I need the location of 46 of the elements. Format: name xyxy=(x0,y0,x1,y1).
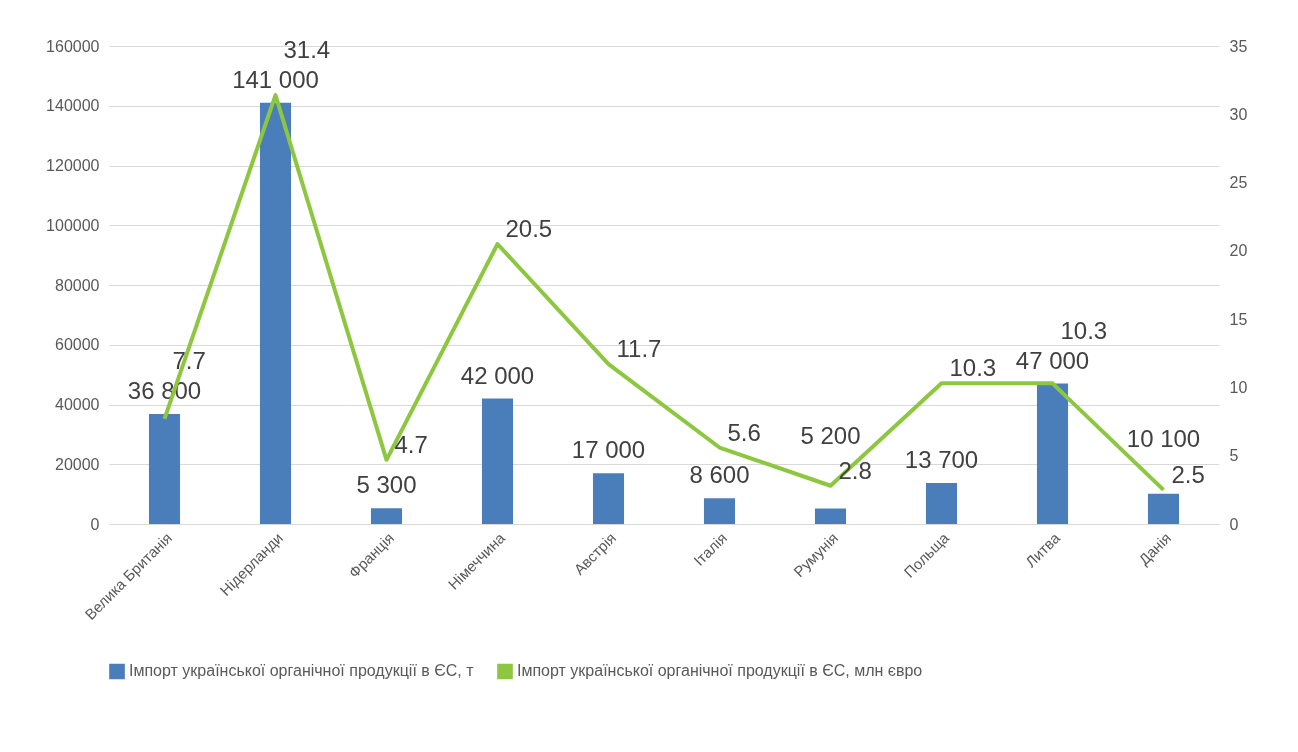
y-tick-label: 80000 xyxy=(55,276,100,294)
bar xyxy=(814,508,847,524)
y2-tick-label: 15 xyxy=(1229,310,1248,328)
y-tick-label: 140000 xyxy=(46,97,100,115)
data-label: 17 000 xyxy=(571,436,646,464)
y-tick-label: 20000 xyxy=(55,455,100,473)
y-tick-label: 100000 xyxy=(46,216,100,234)
y2-tick-label: 0 xyxy=(1229,515,1239,533)
y-tick-label: 40000 xyxy=(55,396,100,413)
y2-tick-label: 5 xyxy=(1229,447,1239,465)
y-tick-label: 160000 xyxy=(46,37,100,55)
data-label: 8 600 xyxy=(689,461,750,489)
y2-tick-label: 35 xyxy=(1229,37,1248,55)
y-tick-label: 60000 xyxy=(55,336,100,354)
bar xyxy=(370,508,403,524)
bar xyxy=(259,102,292,524)
data-label: 10 100 xyxy=(1126,424,1201,452)
bar xyxy=(925,483,958,524)
bar xyxy=(481,398,514,524)
data-label: 31.4 xyxy=(283,35,331,63)
data-label: 47 000 xyxy=(1015,346,1090,374)
legend-label: Імпорт української органічної продукції в ЄС, млн євро xyxy=(517,662,923,680)
y2-tick-label: 25 xyxy=(1229,174,1248,192)
data-label: 5.6 xyxy=(727,418,761,446)
data-label: 11.7 xyxy=(616,335,662,363)
bar xyxy=(703,498,736,524)
y2-tick-label: 30 xyxy=(1229,105,1248,123)
y-tick-label: 120000 xyxy=(46,157,100,174)
data-label: 42 000 xyxy=(460,361,535,389)
data-label: 2.5 xyxy=(1171,460,1205,488)
bar xyxy=(148,414,181,524)
bar xyxy=(592,473,625,524)
y-tick-label: 0 xyxy=(90,515,100,533)
bar xyxy=(1147,493,1180,524)
data-label: 5 300 xyxy=(356,471,417,499)
data-label: 20.5 xyxy=(505,215,553,243)
legend-label: Імпорт української органічної продукції в ЄС, т xyxy=(129,662,475,680)
y2-tick-label: 10 xyxy=(1229,378,1248,396)
data-label: 10.3 xyxy=(1060,316,1108,344)
data-label: 13 700 xyxy=(904,446,979,474)
data-label: 10.3 xyxy=(949,354,997,382)
data-label: 4.7 xyxy=(394,430,428,458)
bar xyxy=(1036,383,1069,524)
data-label: 5 200 xyxy=(800,421,861,449)
data-label: 141 000 xyxy=(232,65,319,93)
y2-tick-label: 20 xyxy=(1229,242,1248,260)
